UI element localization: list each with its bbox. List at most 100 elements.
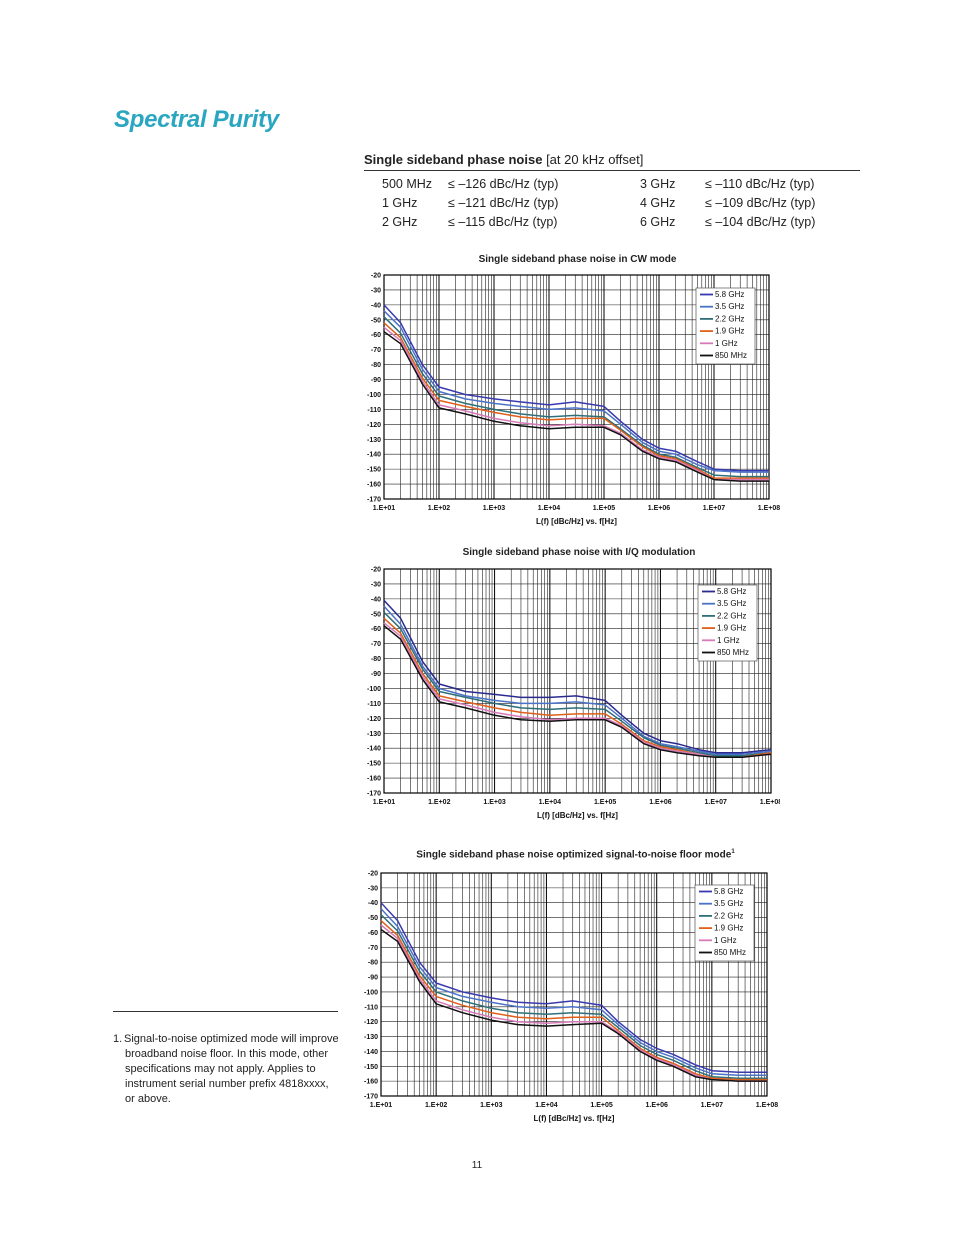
plot-frame: [383, 568, 772, 794]
y-tick-label: -80: [371, 362, 381, 369]
spec-value: ≤ –110 dBc/Hz (typ): [705, 177, 815, 191]
y-tick-label: -60: [371, 332, 381, 339]
y-tick-label: -30: [368, 885, 378, 892]
y-tick-label: -100: [367, 392, 381, 399]
legend-box: [695, 287, 756, 365]
y-tick-label: -40: [371, 596, 381, 603]
spec-freq: 4 GHz: [640, 196, 676, 210]
y-tick-label: -130: [367, 731, 381, 738]
x-axis-label: L(f) [dBc/Hz] vs. f[Hz]: [534, 1114, 615, 1123]
y-tick-label: -120: [364, 1019, 378, 1026]
chart-title-iq: Single sideband phase noise with I/Q mod…: [462, 547, 696, 558]
legend-label: 2.2 GHz: [717, 611, 746, 620]
x-tick-label: 1.E+01: [373, 505, 395, 512]
y-tick-label: -140: [364, 1049, 378, 1056]
legend-label: 1 GHz: [715, 339, 738, 348]
x-tick-label: 1.E+02: [428, 799, 450, 806]
y-tick-label: -40: [371, 302, 381, 309]
spec-value: ≤ –126 dBc/Hz (typ): [448, 177, 559, 191]
y-tick-label: -170: [364, 1094, 378, 1101]
chart-title-snr-text: Single sideband phase noise optimized si…: [416, 849, 732, 861]
y-tick-label: -110: [364, 1004, 378, 1011]
x-tick-label: 1.E+04: [539, 799, 561, 806]
y-tick-label: -160: [367, 482, 381, 489]
series-line: [383, 310, 769, 473]
y-tick-label: -100: [364, 989, 378, 996]
legend-label: 3.5 GHz: [714, 899, 743, 908]
spec-heading: Single sideband phase noise [at 20 kHz o…: [364, 152, 860, 171]
grid: [380, 872, 768, 1097]
series-line: [380, 920, 767, 1081]
y-tick-label: -170: [367, 791, 381, 798]
legend-label: 5.8 GHz: [714, 887, 743, 896]
y-tick-label: -70: [371, 347, 381, 354]
spec-freq: 2 GHz: [382, 215, 418, 229]
x-tick-label: 1.E+02: [428, 505, 450, 512]
spec-heading-suffix: [at 20 kHz offset]: [546, 152, 644, 167]
footnote-marker: 1.: [113, 1033, 123, 1045]
x-tick-label: 1.E+03: [480, 1102, 502, 1109]
legend-label: 2.2 GHz: [714, 911, 743, 920]
legend-label: 2.2 GHz: [715, 314, 744, 323]
y-tick-label: -60: [371, 626, 381, 633]
x-tick-label: 1.E+07: [705, 799, 727, 806]
x-tick-label: 1.E+05: [593, 505, 615, 512]
y-tick-label: -150: [364, 1064, 378, 1071]
y-tick-label: -120: [367, 422, 381, 429]
chart-snr-floor-mode: -20 -30 -40 -50 -60 -70 -80 -90 -100 -110 -120 -130…: [364, 871, 778, 1124]
series-line: [383, 322, 769, 479]
legend-box: [694, 884, 755, 962]
footnote: 1. Signal-to-noise optimized mode will i…: [113, 1032, 341, 1107]
legend-label: 3.5 GHz: [717, 599, 746, 608]
series-line: [380, 928, 767, 1082]
spec-value: ≤ –121 dBc/Hz (typ): [448, 196, 559, 210]
spec-freq: 3 GHz: [640, 177, 676, 191]
x-tick-label: 1.E+07: [701, 1102, 723, 1109]
series-line: [380, 924, 767, 1082]
x-tick-label: 1.E+06: [648, 505, 670, 512]
footnote-rule: [113, 1011, 338, 1012]
chart-title-snr-sup: 1: [731, 849, 735, 855]
series-line: [383, 611, 772, 757]
y-tick-label: -160: [367, 776, 381, 783]
x-tick-label: 1.E+02: [425, 1102, 447, 1109]
legend: 5.8 GHz 3.5 GHz 2.2 GHz 1.9 GHz 1 GHz 850 MHz: [697, 584, 758, 662]
legend-label: 1.9 GHz: [717, 624, 746, 633]
legend-label: 850 MHz: [714, 948, 746, 957]
series-line: [383, 625, 772, 758]
series-line: [380, 908, 767, 1076]
y-tick-label: -90: [371, 377, 381, 384]
chart-iq-modulation: -20 -30 -40 -50 -60 -70 -80 -90 -100 -110 -120 -130…: [367, 567, 780, 821]
y-tick-label: -160: [364, 1079, 378, 1086]
legend: 5.8 GHz 3.5 GHz 2.2 GHz 1.9 GHz 1 GHz 850 MHz: [695, 287, 756, 365]
grid: [383, 274, 770, 500]
x-tick-label: 1.E+04: [535, 1102, 557, 1109]
legend-box: [697, 584, 758, 662]
y-tick-label: -50: [368, 915, 378, 922]
y-tick-label: -110: [367, 407, 381, 414]
y-tick-label: -20: [371, 273, 381, 280]
chart-cw-mode: -20 -30 -40 -50 -60 -70 -80 -90 -100 -110 -120 -130…: [367, 273, 780, 527]
y-tick-label: -50: [371, 317, 381, 324]
page-title: Spectral Purity: [114, 106, 279, 133]
x-tick-label: 1.E+08: [756, 1102, 778, 1109]
y-tick-label: -170: [367, 497, 381, 504]
legend-label: 3.5 GHz: [715, 302, 744, 311]
y-tick-label: -110: [367, 701, 381, 708]
legend-label: 1.9 GHz: [714, 924, 743, 933]
y-tick-label: -130: [364, 1034, 378, 1041]
spec-value: ≤ –104 dBc/Hz (typ): [705, 215, 816, 229]
legend-label: 5.8 GHz: [717, 587, 746, 596]
series-line: [380, 902, 767, 1073]
x-axis-label: L(f) [dBc/Hz] vs. f[Hz]: [536, 517, 617, 526]
y-tick-label: -80: [371, 656, 381, 663]
x-tick-label: 1.E+04: [538, 505, 560, 512]
x-tick-label: 1.E+08: [758, 505, 780, 512]
x-tick-label: 1.E+03: [483, 505, 505, 512]
legend-label: 850 MHz: [717, 648, 749, 657]
legend-label: 1 GHz: [717, 636, 740, 645]
x-tick-label: 1.E+01: [370, 1102, 392, 1109]
x-tick-label: 1.E+05: [594, 799, 616, 806]
y-tick-label: -130: [367, 437, 381, 444]
x-tick-label: 1.E+08: [760, 799, 780, 806]
